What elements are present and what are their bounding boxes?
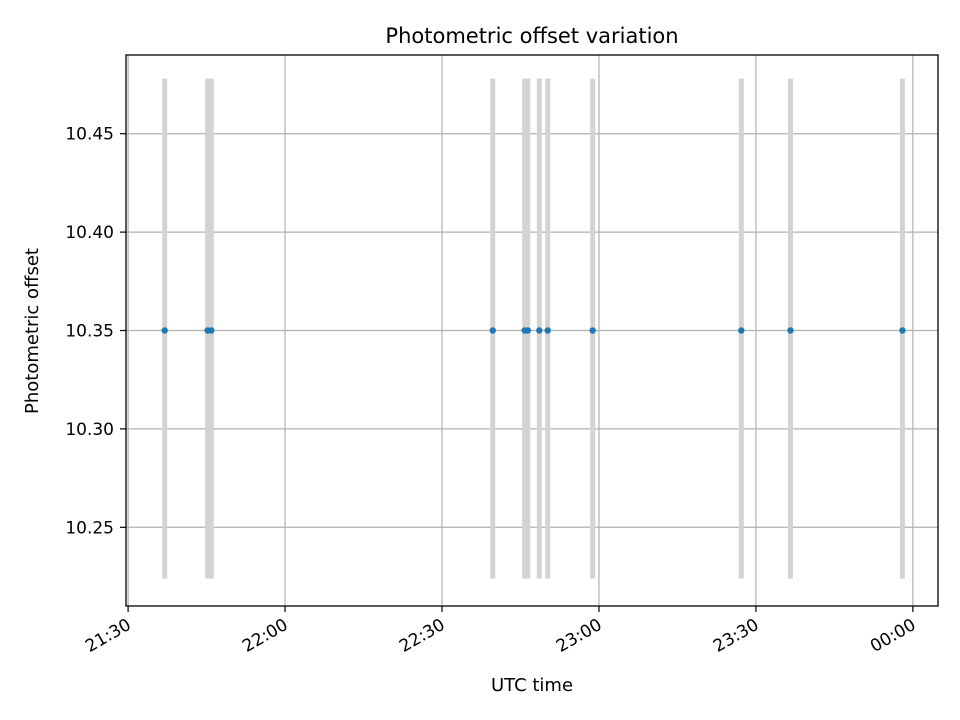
data-points [161, 327, 906, 334]
data-point [536, 327, 543, 334]
data-point [899, 327, 906, 334]
chart-title: Photometric offset variation [385, 24, 678, 48]
data-point [589, 327, 596, 334]
data-point [161, 327, 168, 334]
data-point [524, 327, 532, 334]
x-axis-title: UTC time [491, 675, 573, 696]
y-tick-label: 10.40 [65, 223, 114, 243]
y-tick-label: 10.25 [65, 518, 114, 538]
data-point [544, 327, 551, 334]
data-point [787, 327, 794, 334]
y-axis-ticks: 10.25 10.30 10.35 10.40 10.45 [65, 125, 126, 538]
y-tick-label: 10.45 [65, 125, 114, 145]
y-tick-label: 10.35 [65, 322, 114, 342]
y-tick-label: 10.30 [65, 420, 114, 440]
y-axis-title: Photometric offset [22, 248, 43, 414]
grid-lines [126, 55, 938, 606]
data-point [489, 327, 496, 334]
data-point [738, 327, 745, 334]
data-point [208, 327, 215, 334]
